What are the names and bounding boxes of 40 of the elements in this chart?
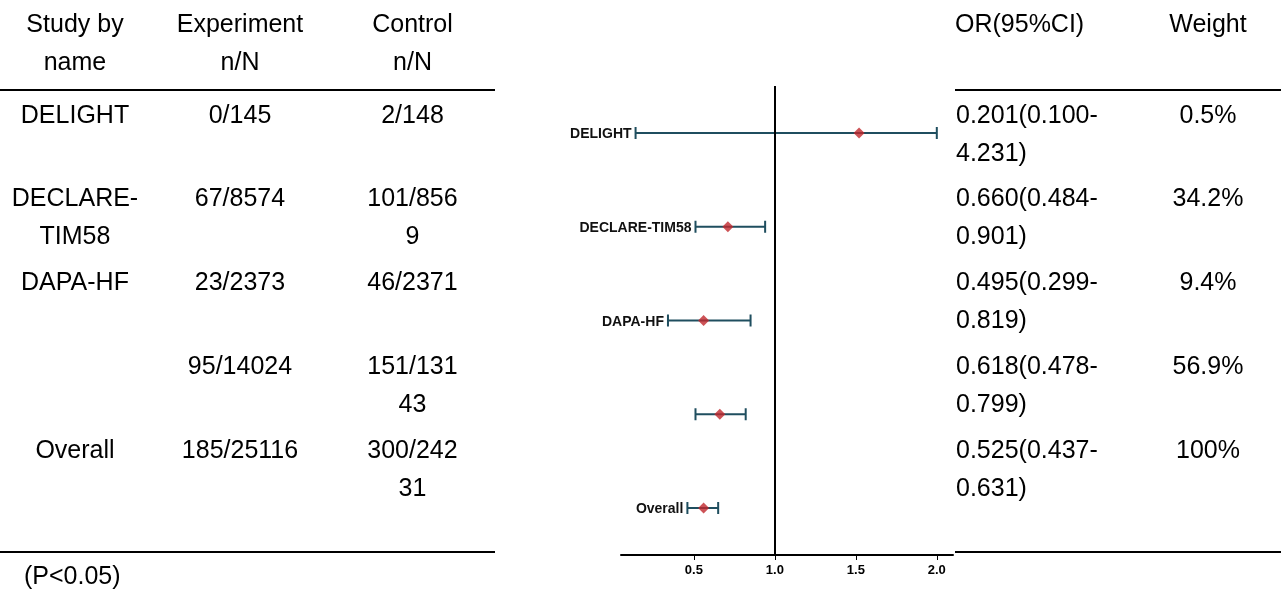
text: 100% xyxy=(1176,435,1240,463)
point xyxy=(722,221,734,233)
text: 9.4% xyxy=(1179,267,1237,295)
text: 0.201(0.100-4.231) xyxy=(956,100,1098,166)
text: 0.618(0.478-0.799) xyxy=(956,351,1098,417)
text: 23/2373 xyxy=(194,267,286,295)
point xyxy=(698,315,710,326)
category-label: Control n/N xyxy=(371,8,454,77)
x-tick-label: 2.0 xyxy=(927,562,946,577)
text: 95/14024 xyxy=(187,351,293,379)
point xyxy=(853,127,865,139)
text: DECLARE-TIM58 xyxy=(11,183,139,249)
category-label: Experiment n/N xyxy=(175,8,305,77)
x-tick-label: 1.5 xyxy=(846,562,865,577)
category-label: Study by name xyxy=(25,8,125,77)
text: 300/24231 xyxy=(367,435,458,501)
text: 56.9% xyxy=(1172,351,1244,379)
x-tick-label: 1.0 xyxy=(765,562,784,577)
point xyxy=(714,408,726,420)
x-tick-label: 0.5 xyxy=(684,562,703,577)
text: 0/145 xyxy=(208,100,272,128)
y-tick-label: DECLARE-TIM58 xyxy=(579,218,692,235)
point xyxy=(698,502,710,514)
text: 34.2% xyxy=(1172,183,1244,211)
text: 0.660(0.484-0.901) xyxy=(956,183,1098,249)
text: 0.5% xyxy=(1179,100,1237,128)
text: 101/8569 xyxy=(367,183,458,249)
category-label: OR(95%CI) xyxy=(955,8,1086,39)
text: 0.495(0.299-0.819) xyxy=(956,267,1098,333)
text: 0.525(0.437-0.631) xyxy=(956,435,1098,501)
text: Overall xyxy=(35,435,115,463)
text: DELIGHT xyxy=(20,100,130,128)
text: DAPA-HF xyxy=(21,267,129,295)
text: 151/13143 xyxy=(367,351,458,417)
text: 185/25116 xyxy=(181,435,299,463)
text: 2/148 xyxy=(381,100,444,128)
category-label: Weight xyxy=(1168,8,1248,39)
text: (P<0.05) xyxy=(23,561,122,590)
text: 67/8574 xyxy=(194,183,286,211)
text: 46/2371 xyxy=(367,267,458,295)
